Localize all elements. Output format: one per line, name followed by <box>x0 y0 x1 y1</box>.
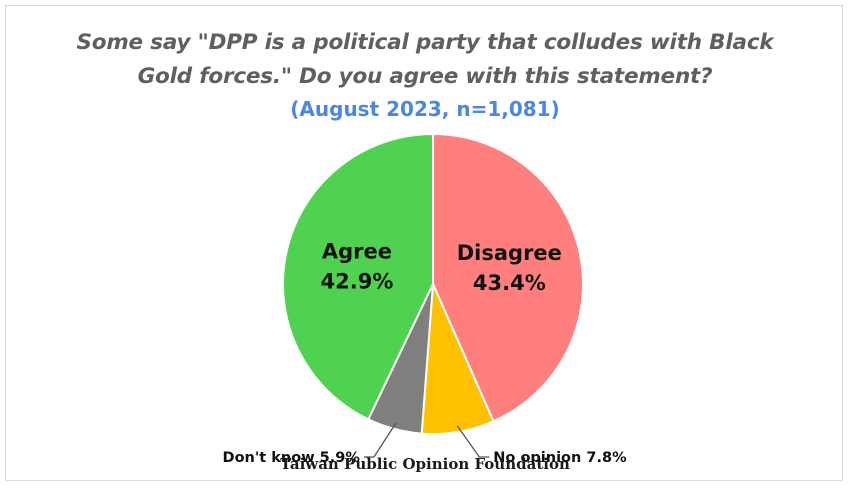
agree-label: Agree <box>322 240 392 264</box>
chart-title: Some say "DPP is a political party that … <box>0 26 850 94</box>
disagree-value-label: 43.4% <box>473 271 546 295</box>
disagree-label: Disagree <box>457 241 562 265</box>
chart-subtitle: (August 2023, n=1,081) <box>290 97 560 121</box>
don-t-know-callout-label: Don't know 5.9% <box>223 450 361 466</box>
chart-title-line-1: Some say "DPP is a political party that … <box>76 30 774 55</box>
source-credit: Taiwan Public Opinion Foundation <box>280 455 570 473</box>
pie-slice-agree <box>282 132 434 421</box>
pie-slice-disagree <box>432 132 584 423</box>
no-opinion-callout-line <box>456 425 490 458</box>
no-opinion-callout-label: No opinion 7.8% <box>493 450 627 466</box>
chart-title-line-2: Gold forces." Do you agree with this sta… <box>137 64 713 89</box>
agree-value-label: 42.9% <box>321 270 394 294</box>
don-t-know-callout-line <box>363 422 397 458</box>
